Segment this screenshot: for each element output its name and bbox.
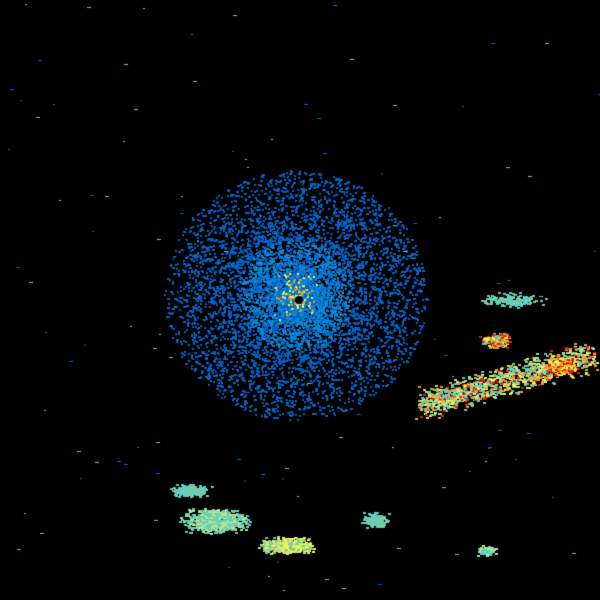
radar-reflectivity-image <box>0 0 600 600</box>
